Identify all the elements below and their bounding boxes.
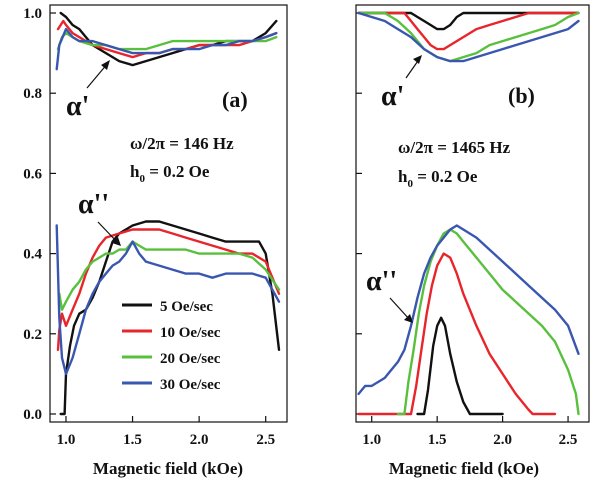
- plot-frame: [49, 4, 288, 423]
- series-line-10-oe-per-sec-alpha-prime: [357, 11, 580, 51]
- x-axis-label: Magnetic field (kOe): [389, 459, 539, 478]
- series-line-5-oe-per-sec-alpha-double-prime: [416, 316, 504, 416]
- frequency-annotation: ω/2π = 1465 Hz: [398, 138, 511, 157]
- y-tick-label: 0.4: [23, 247, 42, 263]
- alpha-prime-arrowhead: [413, 55, 422, 64]
- alpha-double-prime-label: α'': [366, 266, 397, 297]
- frequency-annotation: ω/2π = 146 Hz: [130, 134, 234, 153]
- alpha-double-prime-arrow: [97, 221, 119, 244]
- panel-label: (b): [508, 83, 535, 108]
- series-line-20-oe-per-sec-alpha-double-prime: [396, 228, 580, 416]
- x-tick-label: 2.0: [190, 432, 209, 448]
- alpha-prime-arrowhead: [101, 60, 110, 70]
- x-tick-label: 2.5: [559, 432, 578, 448]
- field-amplitude-annotation: h0 = 0.2 Oe: [130, 162, 210, 185]
- axis-ticks: 1.0 1.5 2.0 2.5 0.0 0.2 0.4 0.6 0.8 1.0: [23, 6, 275, 448]
- y-tick-label: 0.8: [23, 86, 42, 102]
- panel-b: 1.0 1.5 2.0 2.5 (b) ω/2π = 1465 Hz h0 = 0.2…: [355, 4, 590, 478]
- series-line-10-oe-per-sec-alpha-double-prime: [357, 252, 557, 416]
- legend-label-30: 30 Oe/sec: [160, 377, 221, 393]
- series-line-5-oe-per-sec-alpha-prime: [357, 11, 580, 31]
- panel-label: (a): [222, 87, 248, 112]
- series-line-20-oe-per-sec-alpha-prime: [357, 11, 580, 63]
- series-line-30-oe-per-sec-alpha-prime: [55, 27, 278, 71]
- series-layer: [55, 11, 281, 416]
- plot-frame: [355, 4, 590, 423]
- y-tick-label: 1.0: [23, 6, 42, 22]
- alpha-prime-label: α': [381, 81, 404, 112]
- x-tick-label: 1.0: [57, 432, 76, 448]
- x-tick-label: 1.0: [362, 432, 381, 448]
- legend: 5 Oe/sec 10 Oe/sec 20 Oe/sec 30 Oe/sec: [122, 299, 221, 393]
- series-line-30-oe-per-sec-alpha-double-prime: [55, 224, 281, 376]
- legend-label-20: 20 Oe/sec: [160, 351, 221, 367]
- x-tick-label: 1.5: [123, 432, 142, 448]
- series-layer: [357, 11, 580, 416]
- x-tick-label: 2.5: [256, 432, 275, 448]
- field-amplitude-annotation: h0 = 0.2 Oe: [398, 167, 478, 190]
- x-tick-label: 2.0: [493, 432, 512, 448]
- axis-ticks: 1.0 1.5 2.0 2.5: [356, 12, 578, 448]
- alpha-double-prime-arrow: [389, 297, 411, 321]
- alpha-double-prime-label: α'': [78, 189, 109, 220]
- x-tick-label: 1.5: [428, 432, 447, 448]
- alpha-double-prime-arrowhead: [112, 237, 121, 246]
- alpha-prime-label: α': [66, 91, 89, 122]
- series-line-30-oe-per-sec-alpha-prime: [357, 11, 580, 63]
- y-tick-label: 0.2: [23, 327, 42, 343]
- x-axis-label: Magnetic field (kOe): [93, 459, 243, 478]
- legend-label-5: 5 Oe/sec: [160, 299, 213, 315]
- panel-a: 1.0 1.5 2.0 2.5 0.0 0.2 0.4 0.6 0.8 1.0 (a) ω/2π …: [23, 4, 288, 478]
- y-tick-label: 0.6: [23, 166, 42, 182]
- series-line-5-oe-per-sec-alpha-double-prime: [59, 220, 281, 416]
- y-tick-label: 0.0: [23, 407, 42, 423]
- alpha-double-prime-arrowhead: [404, 314, 413, 323]
- series-line-5-oe-per-sec-alpha-prime: [59, 11, 278, 67]
- legend-label-10: 10 Oe/sec: [160, 325, 221, 341]
- series-line-30-oe-per-sec-alpha-double-prime: [357, 224, 580, 396]
